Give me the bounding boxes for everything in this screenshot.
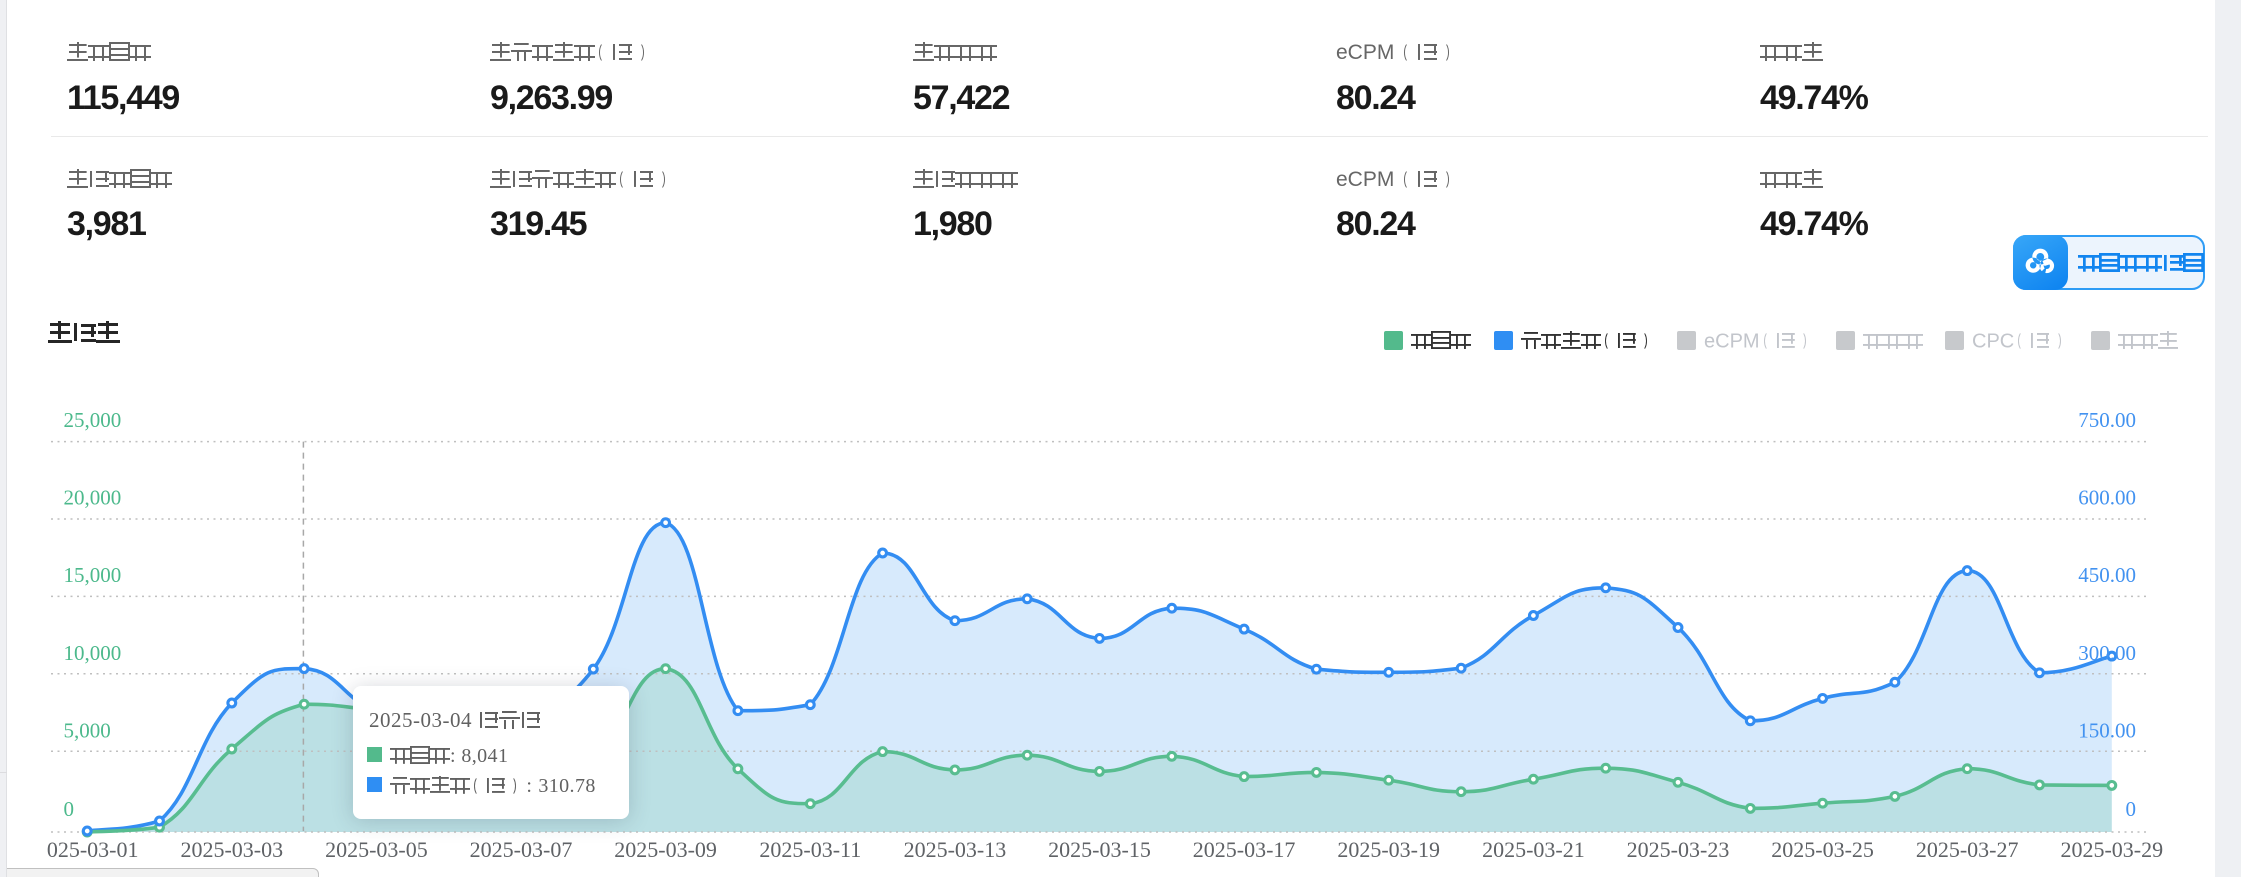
svg-text:0: 0 bbox=[2126, 797, 2137, 821]
svg-text:15,000: 15,000 bbox=[64, 563, 122, 587]
svg-text:600.00: 600.00 bbox=[2078, 486, 2136, 510]
svg-text:2025-03-17: 2025-03-17 bbox=[1193, 837, 1296, 862]
svg-text:5,000: 5,000 bbox=[64, 719, 111, 743]
svg-text:300.00: 300.00 bbox=[2078, 641, 2136, 665]
svg-text:2025-03-11: 2025-03-11 bbox=[759, 837, 861, 862]
svg-text:2025-03-13: 2025-03-13 bbox=[904, 837, 1007, 862]
svg-text:2025-03-01: 2025-03-01 bbox=[36, 837, 139, 862]
svg-text:25,000: 25,000 bbox=[64, 408, 122, 432]
svg-text:2025-03-15: 2025-03-15 bbox=[1048, 837, 1151, 862]
svg-text:2025-03-23: 2025-03-23 bbox=[1627, 837, 1730, 862]
svg-text:2025-03-25: 2025-03-25 bbox=[1771, 837, 1874, 862]
svg-text:750.00: 750.00 bbox=[2078, 408, 2136, 432]
svg-text:2025-03-05: 2025-03-05 bbox=[325, 837, 428, 862]
svg-text:2025-03-19: 2025-03-19 bbox=[1337, 837, 1440, 862]
svg-text:2025-03-21: 2025-03-21 bbox=[1482, 837, 1585, 862]
svg-text:150.00: 150.00 bbox=[2078, 719, 2136, 743]
svg-text:2025-03-07: 2025-03-07 bbox=[470, 837, 573, 862]
svg-text:2025-03-03: 2025-03-03 bbox=[180, 837, 283, 862]
svg-text:10,000: 10,000 bbox=[64, 641, 122, 665]
svg-text:450.00: 450.00 bbox=[2078, 563, 2136, 587]
svg-text:2025-03-09: 2025-03-09 bbox=[614, 837, 717, 862]
svg-text:2025-03-29: 2025-03-29 bbox=[2060, 837, 2163, 862]
svg-text:20,000: 20,000 bbox=[64, 486, 122, 510]
svg-text:0: 0 bbox=[64, 797, 75, 821]
svg-text:2025-03-27: 2025-03-27 bbox=[1916, 837, 2019, 862]
